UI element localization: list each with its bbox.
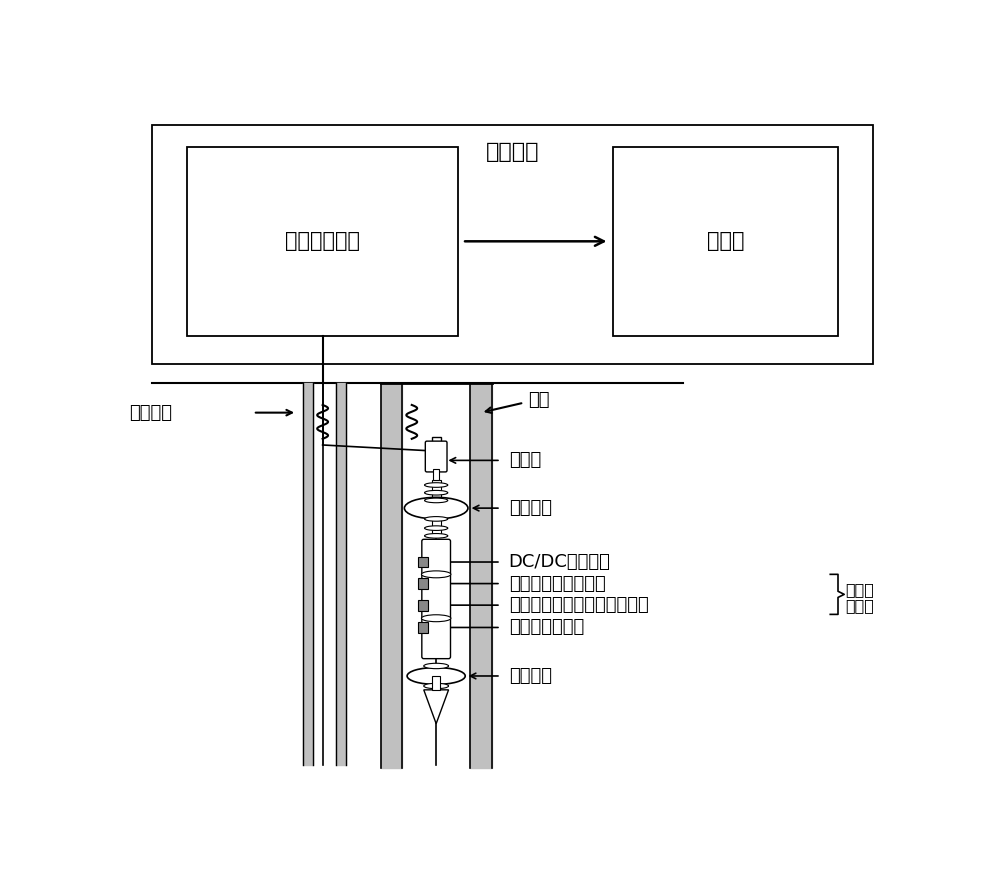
FancyBboxPatch shape [425, 441, 447, 472]
Text: 套管: 套管 [528, 392, 550, 409]
Bar [418, 600, 428, 610]
Text: 测井绞车: 测井绞车 [486, 142, 539, 162]
Bar [381, 384, 402, 768]
Bar [613, 147, 838, 336]
Bar [433, 469, 439, 480]
Ellipse shape [407, 667, 465, 685]
Ellipse shape [424, 664, 449, 669]
Bar [303, 384, 313, 765]
Text: 马笼头: 马笼头 [509, 452, 541, 469]
Bar [470, 384, 492, 768]
Polygon shape [424, 690, 449, 724]
Text: 单芯电缆: 单芯电缆 [129, 404, 172, 422]
Bar [152, 126, 873, 364]
Text: DC/DC电源模块: DC/DC电源模块 [509, 553, 610, 571]
Bar [418, 622, 428, 633]
FancyBboxPatch shape [422, 539, 450, 658]
Bar [432, 676, 440, 690]
Bar [418, 578, 428, 589]
Text: 硬件电: 硬件电 [846, 582, 875, 597]
Text: 发射电路、阵列加权接收电路: 发射电路、阵列加权接收电路 [509, 596, 648, 614]
Bar [432, 480, 441, 537]
Ellipse shape [425, 498, 448, 503]
Text: 上扶正器: 上扶正器 [509, 499, 552, 517]
Bar [187, 147, 458, 336]
Ellipse shape [421, 615, 451, 622]
Ellipse shape [425, 526, 448, 530]
Ellipse shape [421, 571, 451, 578]
Text: 多线圈阵列探头: 多线圈阵列探头 [509, 618, 584, 637]
Ellipse shape [425, 490, 448, 495]
Ellipse shape [425, 534, 448, 538]
Text: 下扶正器: 下扶正器 [509, 667, 552, 685]
Ellipse shape [425, 516, 448, 521]
Ellipse shape [404, 497, 468, 519]
Text: 路模块: 路模块 [846, 597, 875, 613]
Text: 上位机: 上位机 [707, 231, 744, 251]
Ellipse shape [424, 684, 449, 689]
Bar [418, 556, 428, 568]
Text: 地面处理装置: 地面处理装置 [285, 231, 360, 251]
Ellipse shape [425, 483, 448, 487]
Text: 遥传模块、控制电路: 遥传模块、控制电路 [509, 575, 605, 593]
Bar [432, 437, 441, 450]
Bar [336, 384, 346, 765]
